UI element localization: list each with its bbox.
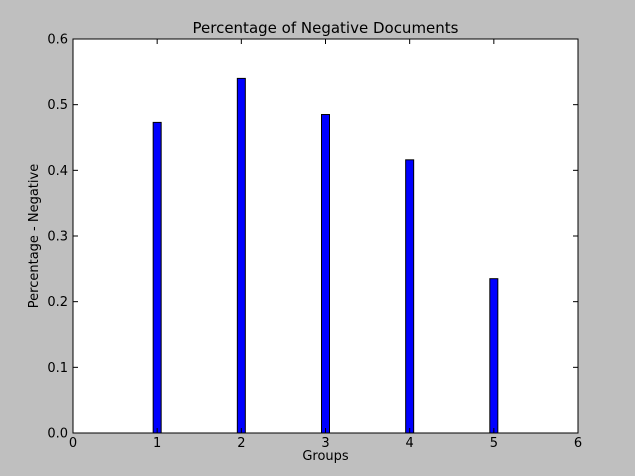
- x-axis-label: Groups: [302, 449, 349, 464]
- x-tick-label: 2: [237, 436, 245, 451]
- y-tick-label: 0.4: [47, 164, 68, 179]
- chart-title: Percentage of Negative Documents: [193, 19, 459, 37]
- y-tick-label: 0.5: [47, 98, 68, 113]
- y-tick-label: 0.3: [47, 230, 68, 245]
- x-axis-ticks: 0 1 2 3 4 5 6: [69, 39, 582, 451]
- bar-group-3: [321, 114, 330, 434]
- y-tick-label: 0.1: [47, 361, 68, 376]
- x-tick-label: 3: [321, 436, 329, 451]
- bar-group-4: [405, 159, 415, 434]
- bar-group-1: [152, 121, 162, 434]
- y-tick-label: 0.6: [47, 33, 68, 48]
- bar-group-5: [489, 278, 499, 434]
- y-axis-label: Percentage - Negative: [27, 164, 42, 308]
- bar-group-2: [236, 77, 246, 434]
- x-tick-label: 1: [153, 436, 161, 451]
- x-tick-label: 4: [406, 436, 414, 451]
- x-tick-label: 5: [490, 436, 498, 451]
- x-tick-label: 0: [69, 436, 77, 451]
- x-tick-label: 6: [574, 436, 582, 451]
- y-axis-ticks: 0.0 0.1 0.2 0.3 0.4 0.5 0.6: [47, 33, 578, 442]
- y-tick-label: 0.0: [47, 427, 68, 442]
- y-tick-label: 0.2: [47, 295, 68, 310]
